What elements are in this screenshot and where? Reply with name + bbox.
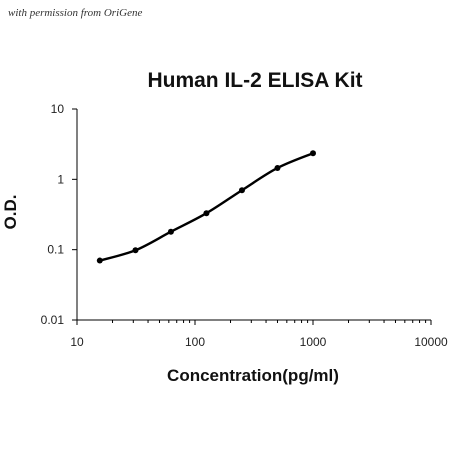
y-tick-label: 0.1 [47, 243, 64, 257]
chart-axes [76, 109, 431, 321]
y-tick-label: 1 [57, 172, 64, 186]
x-axis-label: Concentration(pg/ml) [167, 366, 339, 385]
data-point [167, 228, 174, 235]
data-point [238, 187, 245, 194]
data-point [203, 210, 210, 217]
data-point [310, 150, 316, 157]
x-tick-label: 10 [70, 335, 84, 349]
chart-plot-area [96, 150, 316, 264]
chart-ticks: 10 100 1000 10000 0.01 0.1 1 10 [41, 102, 448, 349]
chart-title: Human IL-2 ELISA Kit [147, 69, 362, 92]
standard-curve-line [99, 152, 314, 262]
x-tick-label: 10000 [414, 335, 448, 349]
data-point [132, 247, 139, 254]
y-tick-label: 10 [51, 102, 65, 116]
data-point [96, 257, 103, 264]
y-axis-label: O.D. [1, 195, 20, 230]
permission-watermark: with permission from OriGene [8, 7, 143, 19]
y-tick-label: 0.01 [41, 313, 65, 327]
x-tick-label: 1000 [300, 335, 327, 349]
x-tick-label: 100 [185, 335, 205, 349]
data-point [274, 164, 281, 171]
